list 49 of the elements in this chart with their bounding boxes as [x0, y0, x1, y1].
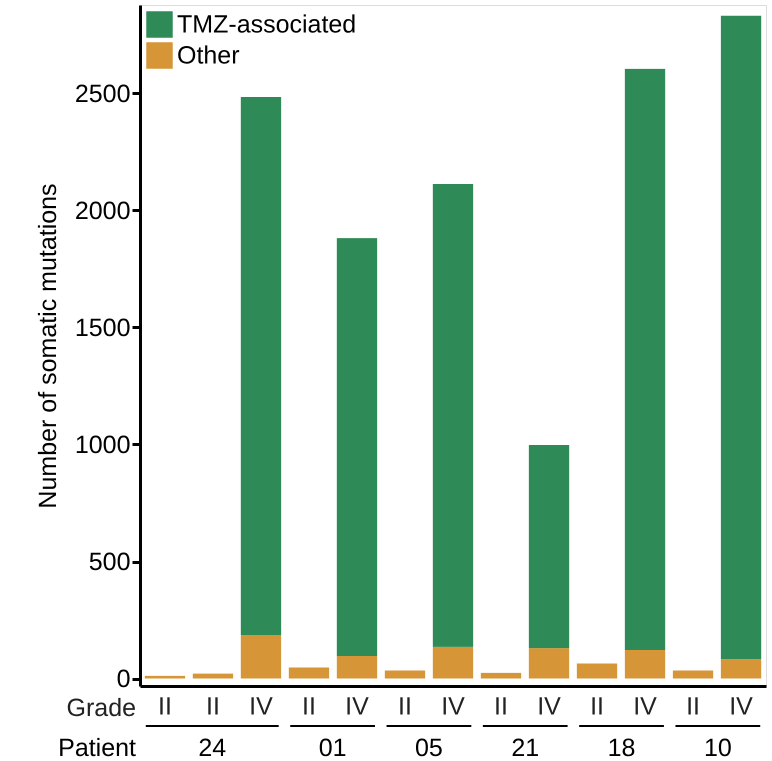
bar — [576, 664, 618, 679]
x-tick-label: II — [686, 692, 700, 720]
legend-label: Other — [177, 42, 240, 70]
x-tick-label: IV — [249, 692, 274, 720]
bar — [432, 646, 474, 679]
y-tick-label: 500 — [88, 548, 130, 576]
x-tick-label: II — [158, 692, 172, 720]
text: 05 — [415, 734, 443, 761]
text: Patient — [58, 734, 136, 761]
y-tick-label: 2500 — [74, 80, 130, 108]
x-tick-label: II — [590, 692, 604, 720]
bar — [192, 674, 234, 679]
y-tick-label: 2000 — [74, 196, 130, 225]
bar — [144, 676, 186, 679]
text: 21 — [511, 734, 540, 761]
x-tick-label: IV — [537, 692, 562, 720]
x-axis-title: Grade — [66, 694, 136, 722]
x-tick-label: II — [494, 692, 508, 720]
text: 01 — [318, 734, 347, 761]
text: 18 — [608, 734, 636, 761]
x-tick-label: II — [206, 692, 220, 720]
x-tick-label: II — [302, 692, 316, 720]
bar — [384, 670, 426, 679]
bar — [624, 650, 666, 679]
x-tick-label: IV — [633, 692, 658, 720]
x-tick-label: IV — [441, 692, 466, 720]
bar — [480, 672, 522, 679]
text: 10 — [704, 734, 732, 761]
y-tick-label: 1500 — [74, 314, 130, 342]
bar — [624, 68, 666, 650]
x-tick-label: IV — [345, 692, 370, 720]
y-tick-label: 1000 — [74, 430, 130, 459]
bar — [288, 668, 330, 679]
bar — [528, 648, 570, 679]
legend-label: TMZ-associated — [177, 10, 356, 38]
y-tick-label: 0 — [116, 665, 130, 694]
bar — [720, 659, 762, 679]
bar — [720, 16, 762, 660]
bar — [240, 634, 282, 679]
text: 24 — [198, 734, 226, 761]
bar — [240, 96, 282, 635]
bar — [528, 444, 570, 648]
x-tick-label: II — [398, 692, 412, 720]
x-tick-label: IV — [729, 692, 754, 720]
bar — [336, 656, 378, 679]
bar — [672, 670, 714, 679]
y-axis-title: Number of somatic mutations — [34, 183, 62, 509]
bar — [432, 184, 474, 647]
bar — [336, 238, 378, 656]
